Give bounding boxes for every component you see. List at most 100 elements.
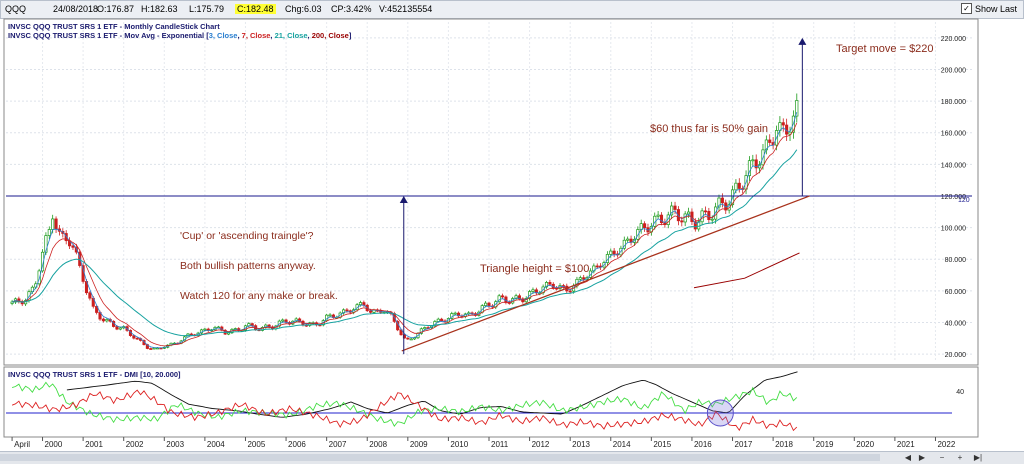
candle-body: [578, 277, 582, 280]
candle-body: [643, 223, 647, 229]
legend-dmi: INVSC QQQ TRUST SRS 1 ETF - DMI [10, 20.…: [8, 370, 181, 379]
price-pane: [3, 18, 979, 366]
candle-body: [751, 159, 755, 162]
candle-body: [500, 295, 505, 298]
time-tick-label: 2022: [937, 440, 955, 449]
candle-body: [676, 209, 680, 222]
time-tick-label: 2000: [45, 440, 63, 449]
time-tick-label: 2003: [166, 440, 184, 449]
candle-body: [358, 302, 363, 306]
legend-mavg-prefix: INVSC QQQ TRUST SRS 1 ETF - Mov Avg - Ex…: [8, 31, 209, 40]
annotation-watch: Watch 120 for any make or break.: [180, 290, 338, 302]
time-tick-label: 2015: [653, 440, 671, 449]
show-last-toggle[interactable]: ✓ Show Last: [960, 3, 1017, 14]
candle-body: [74, 246, 78, 253]
candle-body: [399, 329, 403, 336]
time-tick-label: 2006: [288, 440, 306, 449]
date-label: 24/08/2018: [53, 4, 99, 14]
candle-body: [734, 182, 738, 191]
horizontal-scrollbar[interactable]: ◀ ▶ − + ▶|: [0, 451, 1024, 464]
candle-body: [670, 205, 674, 216]
ema-3-line: [11, 111, 798, 349]
time-tick-label: April: [14, 440, 30, 449]
candle-body: [747, 160, 751, 176]
legend-ma3: 3, Close: [209, 31, 238, 40]
time-tick-label: 2014: [613, 440, 631, 449]
candle-body: [64, 233, 68, 242]
time-tick-label: 2016: [694, 440, 712, 449]
candle-body: [294, 318, 298, 322]
price-tick-label: 160.000: [941, 131, 966, 138]
scrollbar-thumb[interactable]: [0, 454, 880, 461]
level-and-trendlines: [6, 37, 972, 355]
candle-body: [514, 295, 518, 299]
candle-body: [409, 338, 413, 341]
price-tick-label: 180.000: [941, 99, 966, 106]
candle-body: [717, 197, 721, 208]
annotation-triangle: Triangle height = $100: [480, 263, 589, 275]
candle-body: [595, 265, 599, 268]
legend-mavg: INVSC QQQ TRUST SRS 1 ETF - Mov Avg - Ex…: [8, 31, 352, 40]
candle-body: [95, 305, 99, 313]
annotation-target: Target move = $220: [836, 43, 934, 55]
price-tick-label: 60.000: [945, 289, 967, 296]
time-tick-label: 2002: [126, 440, 144, 449]
candle-body: [754, 159, 758, 169]
chart-canvas[interactable]: 20.000 40.000 60.000 80.000 100.000 120.000 14…: [0, 0, 1024, 451]
candle-body: [582, 277, 586, 280]
candle-body: [47, 229, 51, 236]
candle-body: [281, 319, 285, 322]
candle-body: [227, 332, 231, 335]
candle-body: [54, 218, 58, 230]
candle-body: [531, 289, 535, 292]
price-tick-label: 220.000: [941, 36, 966, 43]
candle-body: [707, 210, 711, 220]
time-tick-label: 2001: [85, 440, 103, 449]
candle-body: [497, 295, 501, 303]
time-axis: April 2000 2001 2002 2003 2004 2005 2006 2007 200…: [11, 437, 956, 449]
candle-body: [673, 205, 677, 210]
dmi-pane: [3, 366, 979, 438]
candle-body: [345, 309, 349, 312]
scroll-end-icon[interactable]: ▶|: [973, 453, 983, 462]
dmi-tick-label: 40: [956, 389, 964, 396]
candle-body: [132, 335, 136, 339]
legend-ma7: 7, Close: [242, 31, 271, 40]
price-tick-label: 40.000: [945, 320, 967, 327]
legend-ma21: 21, Close: [275, 31, 308, 40]
candle-body: [71, 245, 75, 248]
time-tick-label: 2012: [532, 440, 550, 449]
legend-candles: INVSC QQQ TRUST SRS 1 ETF - Monthly Cand…: [8, 22, 220, 31]
time-tick-label: 2010: [450, 440, 468, 449]
show-last-checkbox[interactable]: ✓: [960, 3, 972, 14]
candle-body: [548, 282, 552, 285]
show-last-label: Show Last: [974, 3, 1017, 14]
time-tick-label: 2007: [329, 440, 347, 449]
volume-label: V:452135554: [379, 4, 433, 14]
zoom-in-icon[interactable]: +: [957, 453, 963, 462]
candle-body: [189, 333, 193, 336]
price-tick-label: 140.000: [941, 162, 966, 169]
legend-mavg-suffix: ]: [349, 31, 352, 40]
price-tick-label: 200.000: [941, 67, 966, 74]
candle-body: [118, 327, 122, 330]
candle-body: [680, 220, 684, 223]
scroll-left-icon[interactable]: ◀: [904, 453, 912, 462]
candle-body: [720, 197, 724, 204]
target-arrow-head: [798, 37, 807, 45]
candle-body: [149, 348, 153, 350]
zoom-out-icon[interactable]: −: [939, 453, 945, 462]
ema-7-line: [12, 122, 798, 347]
candle-body: [10, 301, 14, 304]
time-tick-label: 2020: [856, 440, 874, 449]
candle-body: [795, 100, 799, 117]
candle-body: [656, 214, 660, 217]
candle-body: [703, 210, 708, 213]
candle-body: [88, 292, 92, 299]
moving-averages: [11, 111, 800, 349]
price-tick-label: 20.000: [945, 352, 967, 359]
candle-body: [683, 213, 687, 223]
candle-body: [487, 302, 491, 307]
plus-di-line: [11, 381, 798, 427]
scroll-right-icon[interactable]: ▶: [918, 453, 926, 462]
